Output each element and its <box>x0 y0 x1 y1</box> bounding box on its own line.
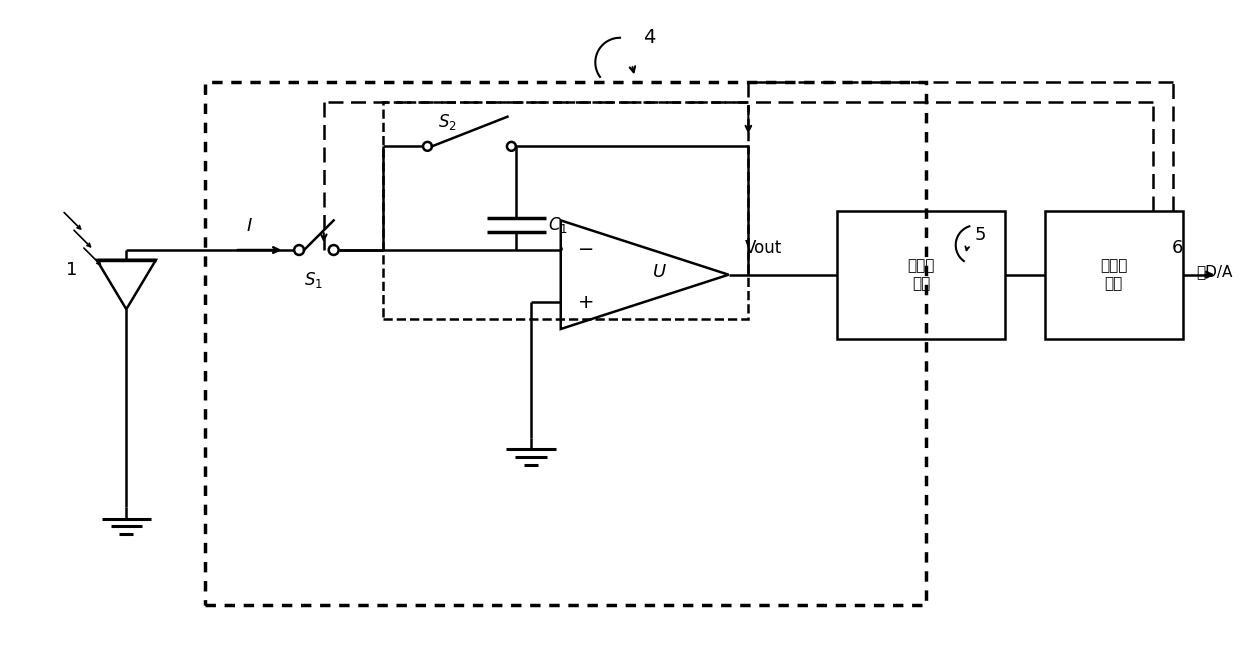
Text: 5: 5 <box>975 226 986 244</box>
Text: $C_1$: $C_1$ <box>548 215 568 235</box>
Circle shape <box>329 245 339 255</box>
Text: $U$: $U$ <box>652 263 667 281</box>
Bar <box>383 102 749 319</box>
Circle shape <box>507 142 516 151</box>
Text: $S_1$: $S_1$ <box>305 270 324 290</box>
Bar <box>1044 210 1183 339</box>
Bar <box>206 82 926 606</box>
Text: $I$: $I$ <box>247 217 253 235</box>
Text: 逻辑控
制器: 逻辑控 制器 <box>1100 258 1127 291</box>
Bar <box>837 210 1006 339</box>
Text: 6: 6 <box>1172 239 1183 257</box>
Text: $S_2$: $S_2$ <box>438 111 456 132</box>
Text: 1: 1 <box>66 261 78 279</box>
Text: $+$: $+$ <box>578 293 594 312</box>
Text: 接D/A: 接D/A <box>1195 264 1233 279</box>
Text: Vout: Vout <box>744 239 781 257</box>
Circle shape <box>423 142 432 151</box>
Text: 模数转
换器: 模数转 换器 <box>908 258 935 291</box>
Text: 4: 4 <box>644 28 656 47</box>
Text: $-$: $-$ <box>578 237 594 256</box>
Circle shape <box>294 245 304 255</box>
